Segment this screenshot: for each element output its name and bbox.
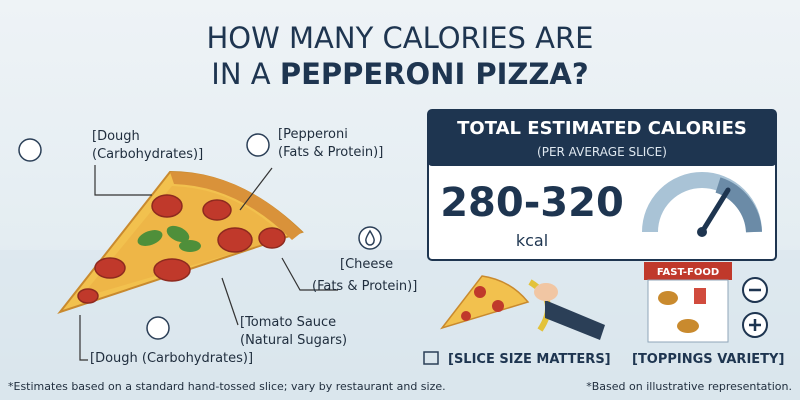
decoration	[202, 199, 232, 221]
decoration	[179, 240, 201, 252]
basil	[137, 225, 201, 252]
decoration	[694, 288, 706, 304]
tip-caption-slice: [SLICE SIZE MATTERS]	[448, 352, 611, 367]
decoration	[153, 258, 191, 282]
decoration	[217, 227, 253, 253]
decoration	[545, 300, 605, 340]
decoration	[492, 300, 504, 312]
title-line-1: HOW MANY CALORIES ARE	[206, 21, 593, 55]
gauge-needle	[699, 187, 731, 235]
decoration	[79, 315, 88, 361]
title-emphasis: PEPPERONI PIZZA?	[280, 57, 589, 91]
label-cheese-1: [Cheese	[340, 257, 393, 272]
label-dough-1: [Dough	[92, 129, 140, 144]
decoration	[428, 110, 776, 166]
decoration	[365, 229, 375, 246]
decoration	[146, 316, 170, 340]
label-sauce-1: [Tomato Sauce	[240, 315, 336, 330]
decoration	[658, 291, 678, 305]
label-cheese-2: (Fats & Protein)]	[312, 279, 417, 294]
decoration	[461, 311, 471, 321]
label-icons	[18, 133, 382, 340]
tip-caption-toppings: [TOPPINGS VARIETY]	[632, 352, 784, 367]
decoration	[151, 194, 183, 218]
decoration	[246, 133, 270, 157]
calorie-unit: kcal	[516, 231, 548, 250]
calorie-panel: TOTAL ESTIMATED CALORIES (PER AVERAGE SL…	[427, 109, 777, 261]
panel-title: TOTAL ESTIMATED CALORIES	[457, 118, 747, 139]
decoration	[474, 286, 486, 298]
decoration	[94, 165, 152, 196]
pizza-crust	[170, 171, 302, 240]
pepperoni	[77, 194, 286, 304]
label-pepperoni-2: (Fats & Protein)]	[278, 145, 383, 160]
calorie-range: 280-320	[440, 180, 624, 226]
decoration	[77, 288, 99, 304]
slice-icon	[423, 351, 439, 365]
decoration	[258, 227, 286, 249]
decoration	[239, 167, 273, 211]
fast-food-sign: FAST-FOOD	[657, 267, 719, 278]
decoration	[534, 283, 558, 301]
label-dough-bottom: [Dough (Carbohydrates)]	[90, 351, 253, 366]
footnote-left: *Estimates based on a standard hand-toss…	[8, 380, 446, 393]
decoration	[94, 257, 126, 279]
label-pepperoni-1: [Pepperoni	[278, 127, 348, 142]
title-line-2: IN A PEPPERONI PIZZA?	[211, 57, 588, 91]
gauge-high	[715, 177, 762, 233]
decoration	[166, 225, 190, 243]
decoration	[677, 319, 699, 333]
slice-size-illustration	[439, 275, 605, 340]
plus-sign	[749, 319, 761, 331]
pizza-slice	[57, 170, 304, 314]
decoration	[18, 138, 42, 162]
panel-subtitle: (PER AVERAGE SLICE)	[537, 145, 667, 159]
decoration	[137, 230, 163, 246]
label-sauce-2: (Natural Sugars)	[240, 333, 347, 348]
title-prefix: IN A	[211, 57, 270, 91]
decoration	[221, 277, 239, 326]
fast-food-stand: FAST-FOOD	[644, 262, 732, 343]
decoration	[281, 257, 338, 291]
decoration	[644, 262, 732, 280]
footnote-right: *Based on illustrative representation.	[586, 380, 792, 393]
label-dough-2: (Carbohydrates)]	[92, 147, 203, 162]
leader-lines	[79, 165, 338, 361]
decoration	[358, 226, 382, 250]
decoration	[461, 286, 504, 321]
gauge-hub	[697, 227, 707, 237]
